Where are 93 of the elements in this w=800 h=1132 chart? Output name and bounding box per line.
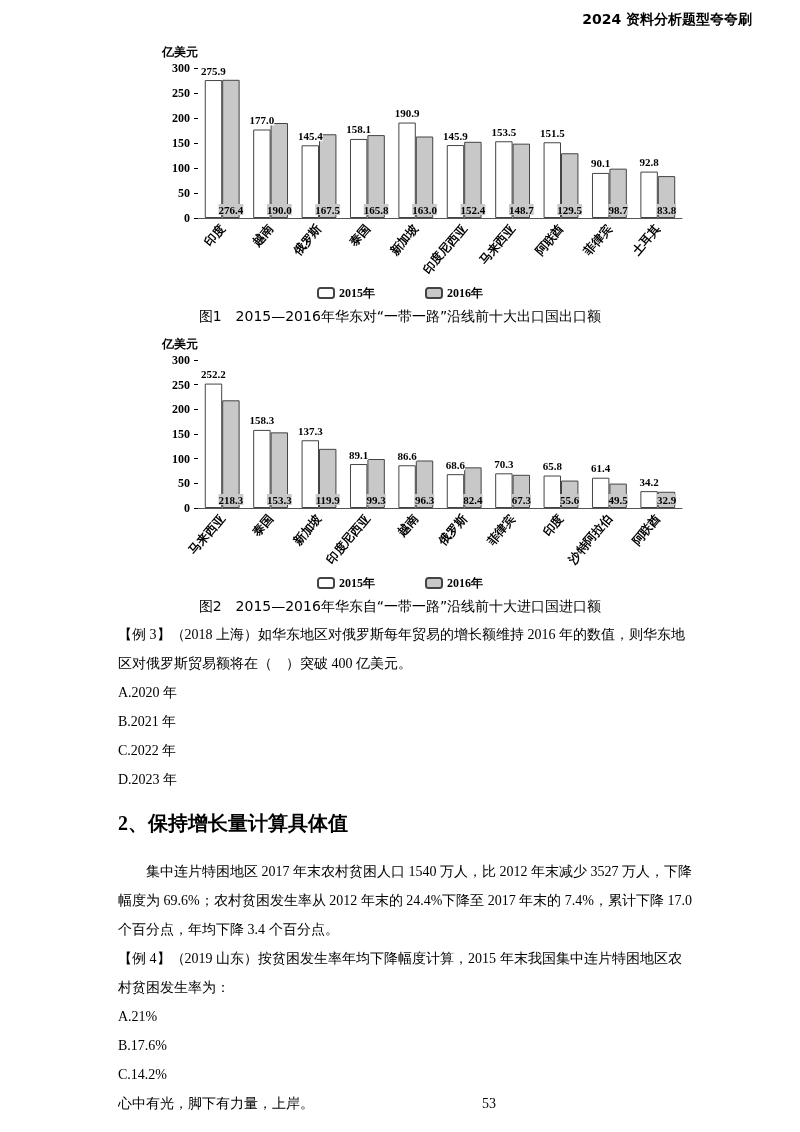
x-tick-label: 新加坡	[289, 510, 325, 549]
y-tick-label: 150	[172, 427, 190, 441]
x-tick-label: 俄罗斯	[435, 511, 470, 549]
y-tick-label: 100	[172, 161, 190, 175]
text: 图1 2015—2016年华东对“一带一路”沿线前十大出口国出口额	[198, 308, 602, 324]
legend-label: 2015年	[339, 286, 375, 300]
data-label: 252.2	[201, 368, 227, 381]
data-label: 65.8	[542, 460, 563, 473]
data-label: 68.6	[445, 458, 466, 471]
text: 【例 3】（2018 上海）如华东地区对俄罗斯每年贸易的增长额维持 2016 年的数值，则华东地区对俄罗斯贸易额将在（ ）突破 400 亿美元。	[118, 626, 686, 673]
x-tick-label: 新加坡	[386, 220, 422, 259]
text: 【例 4】（2019 山东）按贫困发生率年均下降幅度计算，2015 年末我国集中连片特困地区农村贫困发生率为：	[118, 950, 683, 997]
data-label: 92.8	[639, 156, 660, 169]
data-label: 49.5	[608, 493, 629, 506]
data-label: 129.5	[557, 203, 583, 216]
text: 2、保持增长量计算具体值	[118, 811, 349, 836]
text: 集中连片特困地区 2017 年末农村贫困人口 1540 万人，比 2012 年末减少 3527 万人，下降幅度为 69.6%；农村贫困发生率从 2012 年末的 24.4%下降至 2017 年末的 7.4%，累计下降 17.0 个百分点，年均下降 3.4 个百分点。	[118, 863, 692, 939]
y-axis-title: 亿美元	[161, 337, 198, 351]
legend-label: 2016年	[447, 576, 483, 590]
x-tick-label: 印度	[201, 221, 228, 249]
data-label: 151.5	[539, 126, 566, 139]
data-label: 119.9	[315, 493, 341, 506]
y-tick-label: 200	[172, 111, 190, 125]
data-label: 145.4	[297, 129, 324, 142]
data-label: 152.4	[460, 203, 486, 216]
y-tick-label: 250	[172, 86, 190, 100]
text: 心中有光，脚下有力量，上岸。 53	[118, 1095, 497, 1113]
x-tick-label: 印度	[540, 511, 567, 539]
text: B.2021 年	[118, 713, 178, 731]
text: A.21%	[118, 1008, 159, 1026]
data-label: 96.3	[414, 493, 435, 506]
data-label: 90.1	[591, 157, 611, 170]
x-tick-label: 越南	[249, 221, 276, 250]
data-label: 276.4	[218, 203, 244, 216]
text: 图2 2015—2016年华东自“一带一路”沿线前十大进口国进口额	[198, 598, 602, 614]
text: D.2023 年	[118, 771, 179, 789]
data-label: 98.7	[608, 203, 629, 216]
data-label: 89.1	[349, 448, 369, 461]
data-label: 153.3	[266, 493, 293, 506]
text: B.17.6%	[118, 1037, 168, 1055]
data-label: 137.3	[297, 424, 324, 437]
data-label: 158.3	[249, 414, 275, 427]
data-label: 67.3	[511, 493, 532, 506]
y-tick-label: 50	[178, 476, 190, 491]
data-label: 83.8	[656, 203, 677, 216]
data-label: 190.9	[394, 107, 420, 120]
x-tick-label: 菲律宾	[580, 221, 615, 259]
y-tick-label: 150	[172, 136, 190, 150]
data-label: 145.9	[443, 129, 469, 142]
legend-label: 2016年	[447, 286, 483, 300]
data-label: 32.9	[656, 493, 677, 506]
legend-label: 2015年	[339, 576, 375, 590]
x-tick-label: 印度尼西亚	[323, 511, 373, 567]
data-label: 158.1	[346, 123, 372, 136]
data-label: 55.6	[560, 493, 580, 506]
x-tick-label: 阿联酋	[629, 511, 664, 549]
x-tick-label: 土耳其	[628, 221, 664, 259]
data-label: 99.3	[366, 493, 387, 506]
y-tick-label: 300	[172, 353, 190, 367]
data-label: 153.5	[491, 125, 517, 138]
x-tick-label: 泰国	[249, 511, 276, 540]
data-label: 34.2	[639, 475, 660, 488]
data-label: 190.0	[266, 203, 293, 216]
data-label: 177.0	[249, 114, 275, 126]
x-tick-label: 印度尼西亚	[420, 221, 470, 277]
y-tick-label: 300	[172, 61, 190, 75]
data-label: 167.5	[315, 203, 341, 216]
x-tick-label: 菲律宾	[483, 511, 518, 549]
y-tick-label: 100	[172, 451, 190, 466]
x-tick-label: 阿联酋	[532, 221, 567, 259]
y-tick-label: 250	[172, 377, 190, 392]
y-tick-label: 50	[178, 186, 190, 200]
data-label: 165.8	[363, 203, 389, 216]
data-label: 163.0	[412, 203, 438, 216]
y-tick-label: 0	[184, 211, 190, 225]
text: C.2022 年	[118, 742, 178, 760]
x-tick-label: 越南	[394, 511, 422, 540]
data-label: 86.6	[397, 449, 418, 462]
x-tick-label: 沙特阿拉伯	[564, 511, 615, 568]
y-axis-title: 亿美元	[161, 45, 198, 59]
data-label: 218.3	[218, 493, 244, 506]
text: 2024 资料分析题型夸夸刷	[582, 11, 752, 27]
x-tick-label: 马来西亚	[476, 221, 518, 268]
data-label: 275.9	[201, 64, 227, 77]
text: A.2020 年	[118, 684, 179, 702]
data-label: 61.4	[591, 462, 611, 475]
data-label: 70.3	[494, 457, 515, 470]
y-tick-label: 200	[172, 402, 190, 417]
data-label: 82.4	[463, 493, 484, 506]
x-tick-label: 泰国	[345, 221, 373, 250]
x-tick-label: 俄罗斯	[289, 221, 325, 259]
text: C.14.2%	[118, 1066, 168, 1084]
data-label: 148.7	[508, 203, 535, 216]
